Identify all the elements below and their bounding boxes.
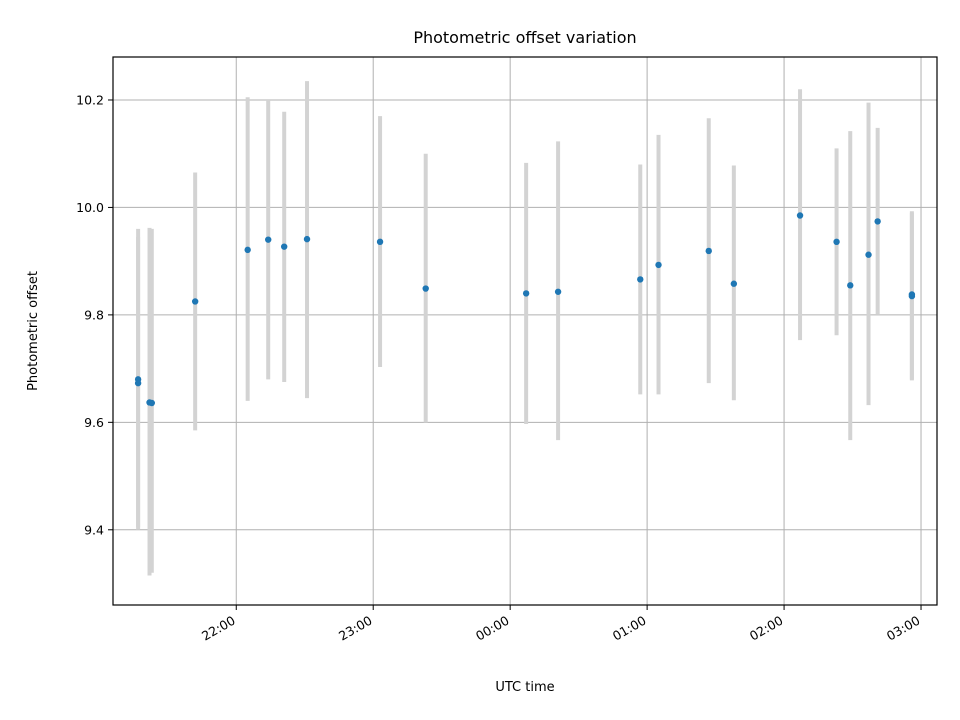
data-point bbox=[134, 379, 142, 387]
data-point bbox=[865, 251, 872, 258]
x-axis-label: UTC time bbox=[495, 680, 554, 695]
y-tick-label: 9.8 bbox=[84, 307, 104, 322]
data-points bbox=[134, 212, 916, 407]
data-point bbox=[376, 238, 384, 246]
chart-title: Photometric offset variation bbox=[413, 28, 636, 47]
data-point bbox=[280, 243, 288, 250]
plot-frame bbox=[112, 56, 938, 606]
data-point bbox=[265, 236, 272, 243]
data-point bbox=[874, 218, 881, 225]
data-point bbox=[908, 292, 916, 300]
y-tick-label: 10.2 bbox=[76, 92, 104, 107]
data-point bbox=[191, 298, 199, 305]
y-axis-label: Photometric offset bbox=[26, 271, 41, 391]
data-point bbox=[796, 212, 804, 219]
data-point bbox=[705, 247, 712, 255]
data-point bbox=[554, 288, 562, 295]
data-point bbox=[303, 235, 311, 243]
data-point bbox=[847, 282, 854, 289]
data-point bbox=[148, 399, 156, 407]
data-point bbox=[522, 290, 530, 297]
data-point bbox=[637, 276, 644, 283]
data-point bbox=[422, 285, 429, 292]
data-point bbox=[655, 261, 662, 269]
data-point bbox=[833, 238, 840, 246]
data-point bbox=[244, 246, 251, 254]
data-point bbox=[730, 280, 738, 287]
y-tick-label: 9.6 bbox=[84, 415, 104, 430]
y-axis-ticks: 9.4 9.6 9.8 10.0 10.2 bbox=[76, 92, 113, 537]
y-tick-label: 9.4 bbox=[84, 522, 104, 537]
y-tick-label: 10.0 bbox=[76, 200, 104, 215]
